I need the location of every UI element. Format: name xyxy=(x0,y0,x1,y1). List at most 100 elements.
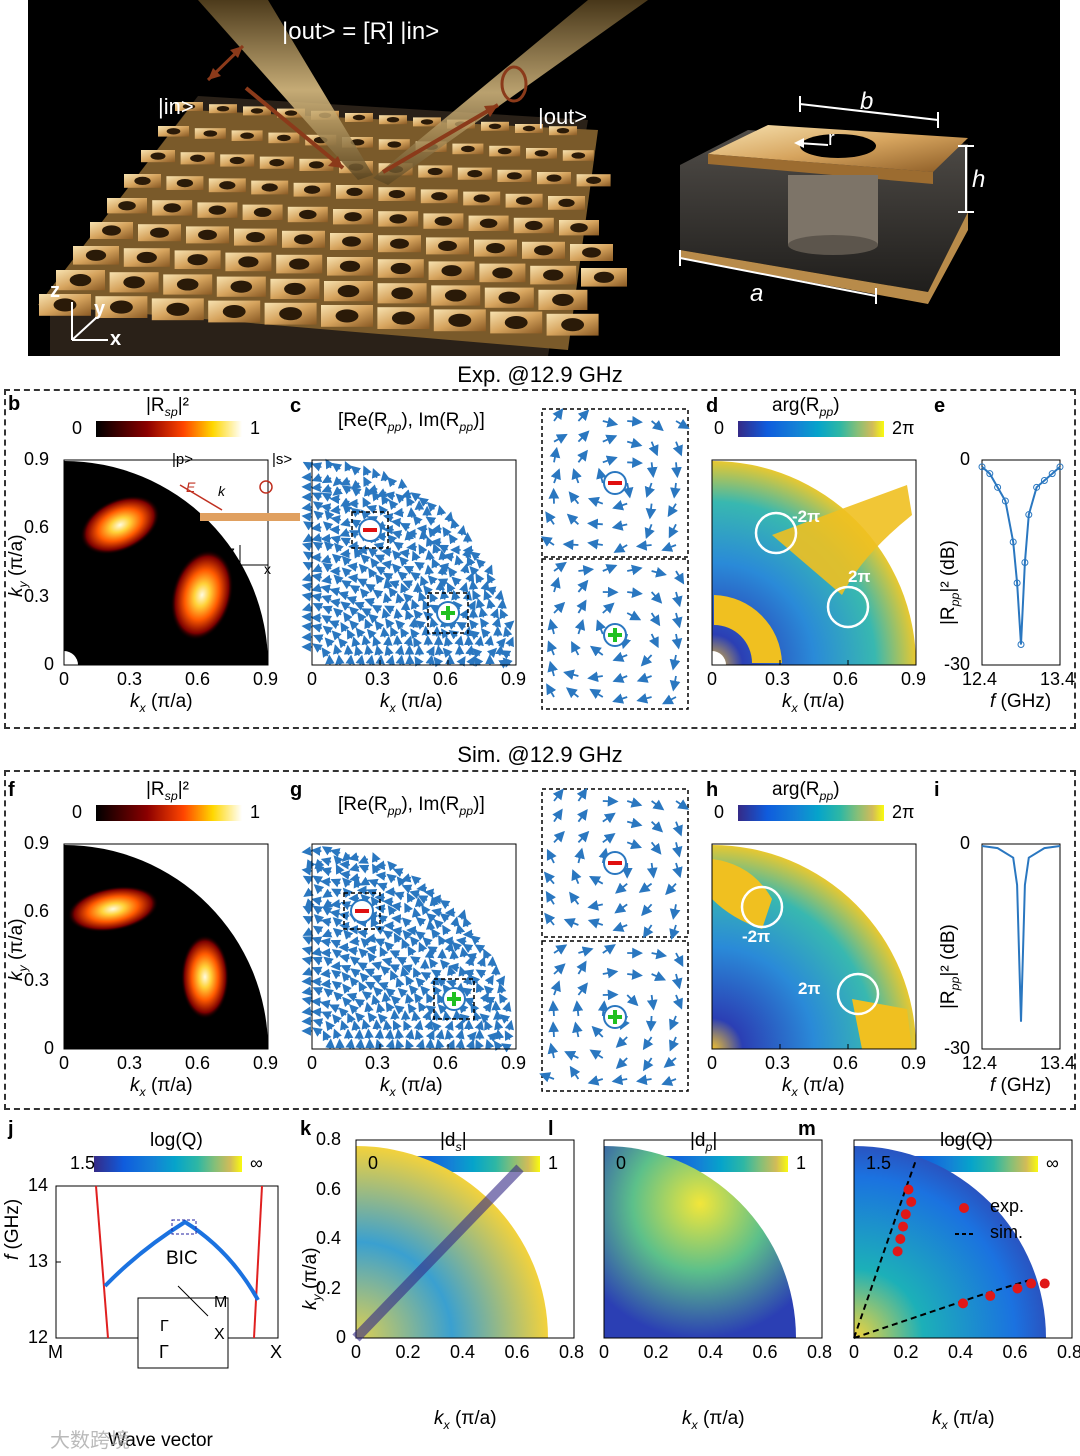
vector-field-sim-vector-arrow xyxy=(366,945,377,955)
vec-exp-xtick-label: 0 xyxy=(307,669,318,689)
rpp-xtick-max: 13.4 xyxy=(1040,1053,1076,1073)
tile-hole xyxy=(492,267,513,279)
rsp-xlabel-sim: kx (π/a) xyxy=(130,1075,193,1099)
j-colorbar-title: log(Q) xyxy=(150,1130,203,1151)
rsp-sim-xtick-label: 0.6 xyxy=(185,1053,211,1073)
vector-field-sim-vector-arrow xyxy=(357,928,368,939)
dm-colorbar-max: ∞ xyxy=(1046,1153,1059,1173)
vector-field-sim-vector-arrow xyxy=(462,974,473,986)
vector-field-exp-vector-arrow xyxy=(382,592,393,604)
vector-field-exp-vector-arrow xyxy=(400,627,410,639)
tile-hole xyxy=(198,229,217,240)
zoom-pos-sim-zoom-arrow xyxy=(651,971,667,981)
zoom-pos-sim-zoom-arrow xyxy=(547,1042,559,1059)
vector-field-sim-vector-arrow xyxy=(342,887,353,899)
dm-colorbar-min: 1.5 xyxy=(866,1153,892,1173)
vector-field-exp-vector-arrow xyxy=(392,550,402,561)
tile-hole xyxy=(388,189,406,199)
dk-xtick: 0.6 xyxy=(504,1342,530,1362)
zoom-pos-sim-zoom-arrow xyxy=(642,1036,654,1051)
vector-field-sim-vector-arrow xyxy=(394,1005,405,1015)
vector-field-exp-vector-arrow xyxy=(411,550,421,562)
zoom-pos-sim-zoom-arrow xyxy=(642,1057,654,1072)
vector-field-exp-vector-arrow xyxy=(460,562,470,574)
vector-field-exp-vector-arrow xyxy=(346,595,357,605)
zoom-neg-exp-zoom-arrow xyxy=(587,496,604,508)
vector-field-sim-vector-arrow xyxy=(451,941,463,952)
vector-field-sim-vector-arrow xyxy=(301,1006,313,1016)
rpp-marker xyxy=(1025,511,1033,519)
vector-field-exp-vector-arrow xyxy=(438,544,449,554)
rpp-marker xyxy=(1048,470,1056,478)
vector-field-exp-vector-arrow xyxy=(366,504,377,515)
vector-field-exp-vector-arrow xyxy=(325,654,335,666)
zoom-neg-exp-zoom-arrow xyxy=(553,433,568,444)
vector-field-sim-vector-arrow xyxy=(303,887,314,898)
rsp-exp-xtick-label: 0.6 xyxy=(185,669,211,689)
vector-field-sim-vector-arrow xyxy=(475,969,487,979)
rsp-exp-frame xyxy=(63,459,269,666)
light-line-left xyxy=(95,1185,109,1339)
vector-field-sim-vector-arrow xyxy=(301,976,313,986)
vector-field-sim-vector-arrow xyxy=(312,987,324,996)
zoom-pos-exp-zoom-arrow xyxy=(589,645,604,657)
vector-field-exp-vector-arrow xyxy=(344,461,354,472)
vector-field-sim-vector-arrow xyxy=(479,992,489,1003)
tile-hole xyxy=(246,232,265,243)
zoom-neg-exp-zoom-arrow xyxy=(577,409,590,422)
vector-field-sim-vector-arrow xyxy=(302,966,313,976)
vector-field-exp-vector-arrow xyxy=(371,604,383,614)
axis-x-label: x xyxy=(110,328,122,350)
vector-field-sim-vector-arrow xyxy=(371,974,383,984)
vector-field-exp-vector-arrow xyxy=(407,507,417,518)
vector-field-exp-vector-arrow xyxy=(330,535,341,545)
tile-hole xyxy=(240,132,254,139)
vector-field-exp-vector-arrow xyxy=(321,594,332,604)
vector-field-sim-vector-arrow xyxy=(450,916,460,927)
vector-field-exp-vector-arrow xyxy=(366,628,377,640)
arg-phase-region xyxy=(772,485,912,595)
in-label: |in> xyxy=(158,94,194,119)
vector-field-sim-vector-arrow xyxy=(405,975,415,987)
zoom-pos-exp-zoom-arrow xyxy=(602,564,618,575)
zoom-neg-exp-zoom-arrow xyxy=(596,467,607,484)
vector-field-exp-vector-arrow xyxy=(311,623,323,633)
vector-field-exp-vector-arrow xyxy=(381,560,392,570)
vector-field-exp-vector-arrow xyxy=(402,580,414,590)
vector-field-sim-vector-arrow xyxy=(444,941,454,953)
vector-field-sim-vector-arrow xyxy=(332,917,343,928)
rpp-ytick-30: -30 xyxy=(944,654,971,674)
tile-hole xyxy=(284,282,306,295)
vector-field-exp-vector-arrow xyxy=(311,563,323,573)
vector-field-sim-vector-arrow xyxy=(367,878,379,888)
arg-exp-colorbar-title: arg(Rpp) xyxy=(772,395,840,419)
vector-field-sim-vector-arrow xyxy=(375,860,386,871)
vector-field-sim-vector-arrow xyxy=(493,1040,504,1052)
arg-sim-colorbar-min: 0 xyxy=(714,802,725,822)
vector-field-sim-vector-arrow xyxy=(343,929,354,940)
vector-field-exp-vector-arrow xyxy=(321,484,333,493)
rpp-marker xyxy=(1009,538,1017,546)
vector-field-exp-vector-arrow xyxy=(450,518,460,529)
vector-field-exp-vector-arrow xyxy=(469,565,480,577)
tile-hole xyxy=(438,240,457,251)
vector-field-sim-vector-arrow xyxy=(323,988,334,998)
zoom-pos-sim-zoom-arrow xyxy=(577,982,588,996)
vector-field-sim-vector-arrow xyxy=(338,1007,349,1018)
vector-field-exp-vector-arrow xyxy=(302,461,314,471)
tile-hole xyxy=(289,258,310,270)
vector-field-sim-vector-arrow xyxy=(430,975,440,986)
zoom-pos-sim-zoom-arrow xyxy=(550,980,561,996)
vector-field-sim-vector-arrow xyxy=(382,1019,393,1031)
vector-field-exp-vector-arrow xyxy=(383,578,393,589)
zoom-pos-sim-zoom-arrow xyxy=(635,1074,652,1086)
zoom-neg-exp-zoom-arrow xyxy=(668,523,679,539)
vector-field-exp-vector-arrow xyxy=(504,620,515,631)
vector-field-sim-vector-arrow xyxy=(416,883,427,893)
vector-field-sim-vector-arrow xyxy=(312,905,324,915)
vector-field-exp-vector-arrow xyxy=(301,592,313,602)
dl-xlabel: kx (π/a) xyxy=(682,1408,745,1432)
zoom-pos-exp-zoom-arrow xyxy=(671,633,683,650)
vector-field-sim-vector-arrow xyxy=(401,884,413,894)
zoom-pos-exp-zoom-arrow xyxy=(636,672,652,683)
